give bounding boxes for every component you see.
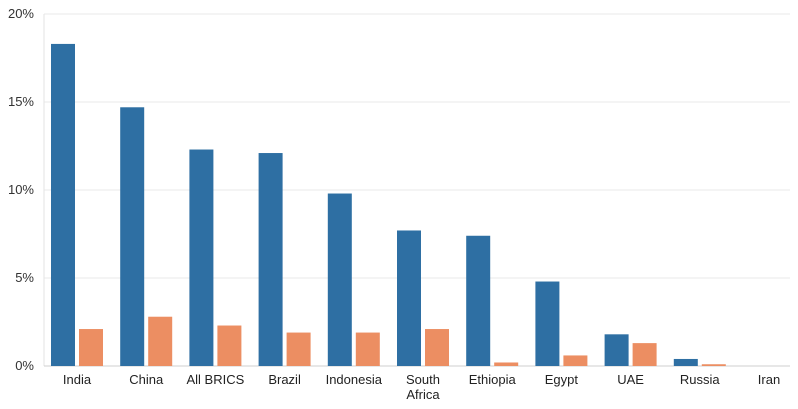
y-tick-label: 15% <box>8 94 34 109</box>
x-tick-label: India <box>63 372 92 387</box>
x-tick-label-line: Brazil <box>268 372 301 387</box>
x-tick-label-line: South <box>406 372 440 387</box>
bar-russia-series-2 <box>701 364 726 366</box>
y-tick-label: 0% <box>15 358 34 373</box>
y-axis-tick-labels: 0% 5% 10% 15% 20% <box>8 6 34 373</box>
bar-south-africa-series-2 <box>425 329 449 366</box>
y-tick-label: 5% <box>15 270 34 285</box>
x-tick-label-line: Indonesia <box>326 372 383 387</box>
x-tick-label-line: All BRICS <box>187 372 245 387</box>
x-tick-label: Russia <box>680 372 721 387</box>
bar-india-series-1 <box>51 43 75 367</box>
x-tick-label: Iran <box>758 372 780 387</box>
bars <box>51 43 726 367</box>
x-tick-label-line: Iran <box>758 372 780 387</box>
x-tick-label: Egypt <box>545 372 579 387</box>
x-tick-label-line: Ethiopia <box>469 372 517 387</box>
bar-china-series-2 <box>148 316 173 366</box>
bar-ethiopia-series-1 <box>466 235 491 366</box>
x-tick-label: Indonesia <box>326 372 383 387</box>
bar-uae-series-1 <box>604 334 629 366</box>
bar-indonesia-series-2 <box>355 332 380 366</box>
x-tick-label-line: India <box>63 372 92 387</box>
bar-egypt-series-2 <box>563 355 588 366</box>
x-tick-label-line: Africa <box>406 387 440 402</box>
bar-russia-series-1 <box>673 358 698 366</box>
x-tick-label: UAE <box>617 372 644 387</box>
x-axis-category-labels: India China All BRICS Brazil Indonesia South A… <box>63 372 780 402</box>
bar-brazil-series-2 <box>286 332 311 366</box>
bar-all-brics-series-1 <box>189 149 214 366</box>
x-tick-label: China <box>129 372 164 387</box>
bar-all-brics-series-2 <box>217 325 242 366</box>
bar-egypt-series-1 <box>535 281 560 366</box>
x-tick-label: Ethiopia <box>469 372 517 387</box>
bar-china-series-1 <box>120 107 145 366</box>
x-tick-label-line: Egypt <box>545 372 579 387</box>
x-tick-label-line: China <box>129 372 164 387</box>
x-tick-label: South Africa <box>406 372 440 402</box>
x-tick-label: Brazil <box>268 372 301 387</box>
y-tick-label: 10% <box>8 182 34 197</box>
x-tick-label: All BRICS <box>187 372 245 387</box>
bar-uae-series-2 <box>632 343 657 366</box>
y-tick-label: 20% <box>8 6 34 21</box>
bar-india-series-2 <box>79 329 103 366</box>
bar-brazil-series-1 <box>258 153 283 366</box>
bar-south-africa-series-1 <box>397 230 421 366</box>
bar-indonesia-series-1 <box>327 193 352 366</box>
x-tick-label-line: UAE <box>617 372 644 387</box>
bar-ethiopia-series-2 <box>494 362 519 366</box>
x-tick-label-line: Russia <box>680 372 721 387</box>
